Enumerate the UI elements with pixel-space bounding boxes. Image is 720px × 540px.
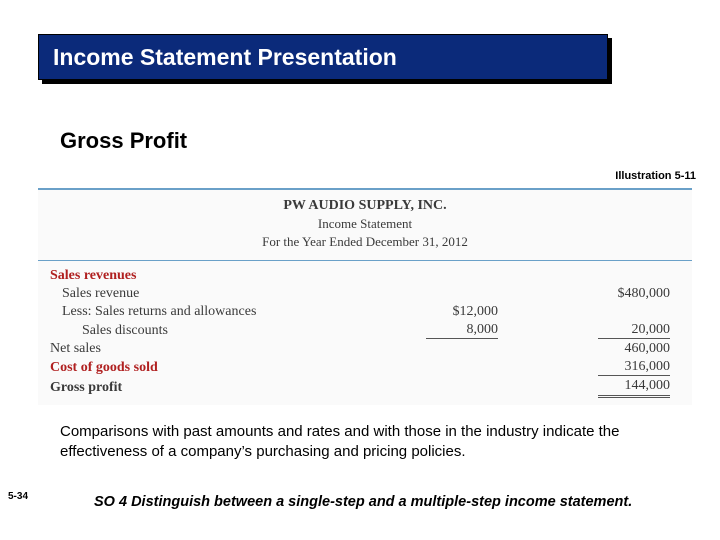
- section-subtitle: Gross Profit: [60, 128, 187, 154]
- study-objective: SO 4 Distinguish between a single-step a…: [94, 494, 632, 510]
- row-discounts: Sales discounts 8,000 20,000: [38, 321, 692, 340]
- so-label: SO 4: [94, 494, 127, 510]
- title-bar-text: Income Statement Presentation: [53, 44, 397, 71]
- amount-gross-profit: 144,000: [598, 378, 670, 398]
- subtotal-deductions: 20,000: [598, 322, 670, 339]
- document-title: Income Statement: [38, 216, 692, 232]
- label-discounts: Sales discounts: [50, 323, 390, 339]
- amount-sales-revenue: $480,000: [598, 286, 670, 302]
- amount-returns: $12,000: [426, 304, 498, 320]
- label-gross-profit: Gross profit: [50, 380, 390, 396]
- label-returns: Less: Sales returns and allowances: [50, 304, 390, 320]
- amount-cogs: 316,000: [598, 359, 670, 376]
- income-statement-table: PW AUDIO SUPPLY, INC. Income Statement F…: [38, 188, 692, 405]
- page-number: 5-34: [8, 491, 28, 502]
- illustration-label: Illustration 5-11: [615, 170, 696, 182]
- amount-discounts: 8,000: [426, 322, 498, 339]
- statement-header: PW AUDIO SUPPLY, INC. Income Statement F…: [38, 190, 692, 260]
- row-cogs: Cost of goods sold 316,000: [38, 358, 692, 377]
- row-sales-revenue: Sales revenue $480,000: [38, 285, 692, 303]
- statement-rows: Sales revenues Sales revenue $480,000 Le…: [38, 267, 692, 399]
- statement-period: For the Year Ended December 31, 2012: [38, 234, 692, 250]
- row-net-sales: Net sales 460,000: [38, 340, 692, 358]
- so-text: Distinguish between a single-step and a …: [127, 494, 632, 510]
- label-cogs: Cost of goods sold: [50, 360, 390, 376]
- label-net-sales: Net sales: [50, 341, 390, 357]
- title-bar: Income Statement Presentation: [38, 34, 608, 80]
- row-gross-profit: Gross profit 144,000: [38, 377, 692, 399]
- row-sales-revenues-header: Sales revenues: [38, 267, 692, 285]
- label-sales-revenues: Sales revenues: [50, 268, 390, 284]
- amount-net-sales: 460,000: [598, 341, 670, 357]
- row-returns: Less: Sales returns and allowances $12,0…: [38, 303, 692, 321]
- label-sales-revenue: Sales revenue: [50, 286, 390, 302]
- explanatory-text: Comparisons with past amounts and rates …: [60, 422, 660, 463]
- divider: [38, 260, 692, 261]
- company-name: PW AUDIO SUPPLY, INC.: [38, 198, 692, 214]
